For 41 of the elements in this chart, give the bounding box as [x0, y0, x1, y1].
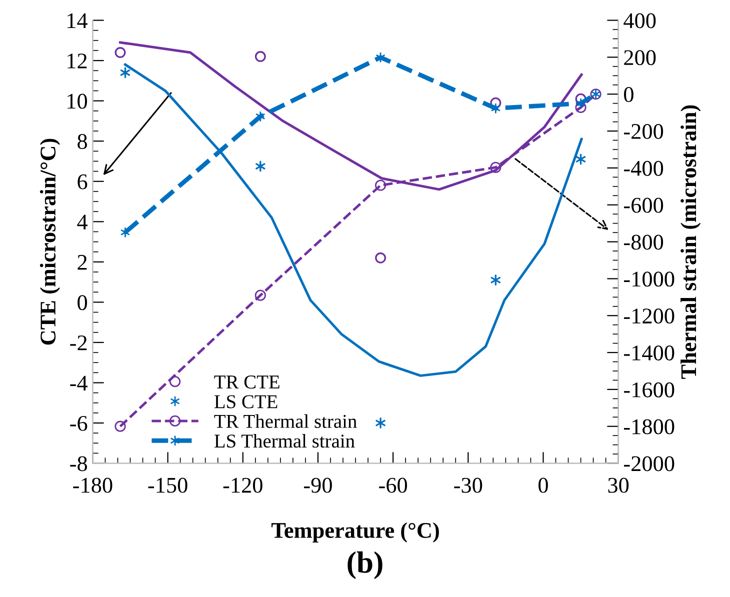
y2-tick-label: -400 [624, 160, 664, 176]
legend-label: TR Thermal strain [214, 414, 357, 428]
y2-tick-label: -800 [624, 234, 664, 250]
x-tick-label: -120 [223, 478, 262, 493]
y2-tick-label: 0 [624, 87, 634, 102]
y-axis-title: CTE (microstrain/°C) [40, 138, 60, 345]
y-tick-label: 2 [78, 254, 87, 270]
y2-tick-label: 200 [624, 50, 656, 66]
y-tick-label: 4 [77, 214, 88, 230]
x-tick-label: -60 [379, 478, 408, 493]
x-tick-label: -30 [454, 478, 482, 493]
y-tick-label: 0 [78, 295, 87, 310]
text: (b) [348, 551, 382, 580]
y2-tick-label: -1200 [624, 308, 674, 324]
y-tick-label: 6 [78, 174, 88, 190]
x-tick-label: 0 [538, 478, 548, 493]
y2-tick-label: -1800 [624, 419, 674, 434]
x-tick-label: -90 [304, 478, 332, 493]
x-tick-label: 30 [608, 478, 629, 493]
y2-axis-title: Thermal strain (microstrain) [680, 105, 701, 379]
y2-tick-label: -1600 [624, 382, 674, 398]
y-tick-label: 10 [68, 94, 87, 109]
y2-tick-label: -200 [624, 124, 664, 139]
y-tick-label: 12 [68, 54, 87, 68]
y2-tick-label: -2000 [624, 456, 674, 472]
y-tick-label: -2 [70, 335, 87, 350]
y2-tick-label: -1000 [624, 272, 674, 287]
y2-tick-label: -1400 [624, 345, 674, 360]
y-tick-label: -8 [70, 456, 88, 472]
y2-tick-label: -600 [624, 198, 664, 213]
y-tick-label: -6 [70, 416, 88, 431]
x-axis-title: Temperature (°C) [271, 522, 439, 542]
legend-label: LS CTE [214, 395, 278, 408]
x-tick-label: -180 [73, 478, 112, 493]
y-tick-label: 14 [68, 13, 88, 28]
y-tick-label: -4 [70, 376, 88, 390]
legend-label: TR CTE [214, 376, 280, 389]
y2-tick-label: 400 [624, 13, 656, 28]
x-tick-label: -150 [148, 478, 188, 493]
y-tick-label: 8 [78, 134, 87, 150]
legend-label: LS Thermal strain [214, 434, 355, 448]
